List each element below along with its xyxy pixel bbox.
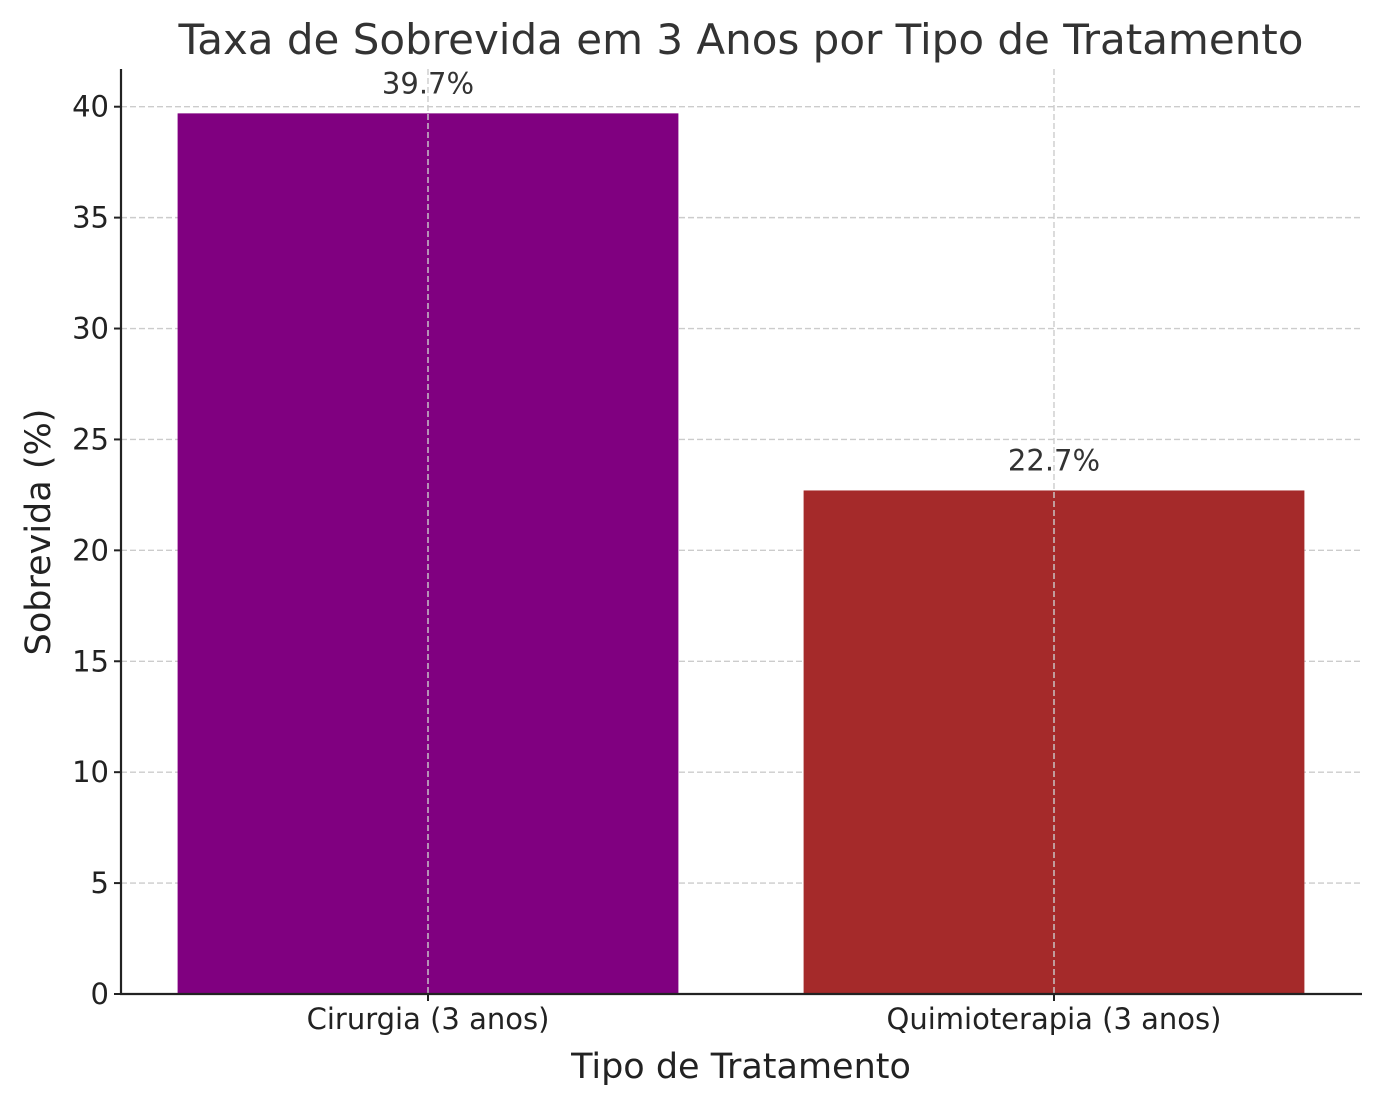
x-ticks: Cirurgia (3 anos) Quimioterapia (3 anos): [307, 994, 1222, 1036]
chart-title: Taxa de Sobrevida em 3 Anos por Tipo de …: [178, 15, 1304, 64]
bars: [177, 113, 1305, 995]
bar-value-label: 22.7%: [1008, 443, 1100, 477]
vertical-grid-lines: [427, 69, 1055, 994]
bar-value-label: 39.7%: [382, 66, 474, 100]
y-tick-label: 20: [72, 533, 109, 567]
x-tick-label: Cirurgia (3 anos): [307, 1002, 550, 1036]
x-axis-label: Tipo de Tratamento: [570, 1047, 911, 1087]
y-tick-label: 5: [91, 866, 109, 900]
value-labels: 39.7% 22.7%: [382, 66, 1100, 477]
y-ticks: 0 5 10 15 20 25 30 35 40: [72, 90, 121, 1011]
x-tick-label: Quimioterapia (3 anos): [887, 1002, 1222, 1036]
y-tick-label: 35: [72, 201, 109, 235]
axes: [119, 69, 1362, 996]
y-tick-label: 40: [72, 90, 109, 124]
y-axis-label: Sobrevida (%): [19, 409, 59, 656]
y-tick-label: 0: [91, 977, 109, 1011]
y-tick-label: 15: [72, 644, 109, 678]
y-tick-label: 30: [72, 312, 109, 346]
y-tick-label: 10: [72, 755, 109, 789]
y-tick-label: 25: [72, 422, 109, 456]
